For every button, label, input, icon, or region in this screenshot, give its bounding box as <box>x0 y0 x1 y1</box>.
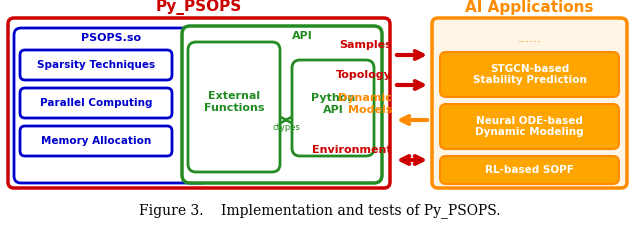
Text: Sparsity Techniques: Sparsity Techniques <box>37 60 155 70</box>
Text: ......: ...... <box>518 31 541 45</box>
Text: RL-based SOPF: RL-based SOPF <box>485 165 574 175</box>
FancyBboxPatch shape <box>432 18 627 188</box>
Text: Samples: Samples <box>339 40 392 50</box>
Text: Dynamic
Models: Dynamic Models <box>339 93 392 115</box>
Text: PSOPS.so: PSOPS.so <box>81 33 141 43</box>
Text: Topology: Topology <box>336 70 392 80</box>
Text: Neural ODE-based
Dynamic Modeling: Neural ODE-based Dynamic Modeling <box>475 116 584 137</box>
FancyBboxPatch shape <box>182 26 382 183</box>
FancyBboxPatch shape <box>440 52 619 97</box>
Text: Parallel Computing: Parallel Computing <box>40 98 152 108</box>
Text: Python
API: Python API <box>311 93 355 115</box>
Text: API: API <box>292 31 312 41</box>
FancyBboxPatch shape <box>8 18 390 188</box>
FancyBboxPatch shape <box>14 28 209 183</box>
FancyBboxPatch shape <box>20 50 172 80</box>
FancyBboxPatch shape <box>440 156 619 184</box>
Text: Memory Allocation: Memory Allocation <box>41 136 151 146</box>
FancyBboxPatch shape <box>188 42 280 172</box>
FancyBboxPatch shape <box>20 126 172 156</box>
FancyBboxPatch shape <box>20 88 172 118</box>
Text: External
Functions: External Functions <box>204 91 264 113</box>
Text: ctypes: ctypes <box>272 123 300 133</box>
FancyBboxPatch shape <box>292 60 374 156</box>
Text: Figure 3.    Implementation and tests of Py_PSOPS.: Figure 3. Implementation and tests of Py… <box>140 204 500 219</box>
Text: STGCN-based
Stability Prediction: STGCN-based Stability Prediction <box>472 64 586 85</box>
Text: Environment: Environment <box>312 145 392 155</box>
Text: AI Applications: AI Applications <box>465 0 594 15</box>
Text: Py_PSOPS: Py_PSOPS <box>156 0 242 15</box>
FancyBboxPatch shape <box>440 104 619 149</box>
